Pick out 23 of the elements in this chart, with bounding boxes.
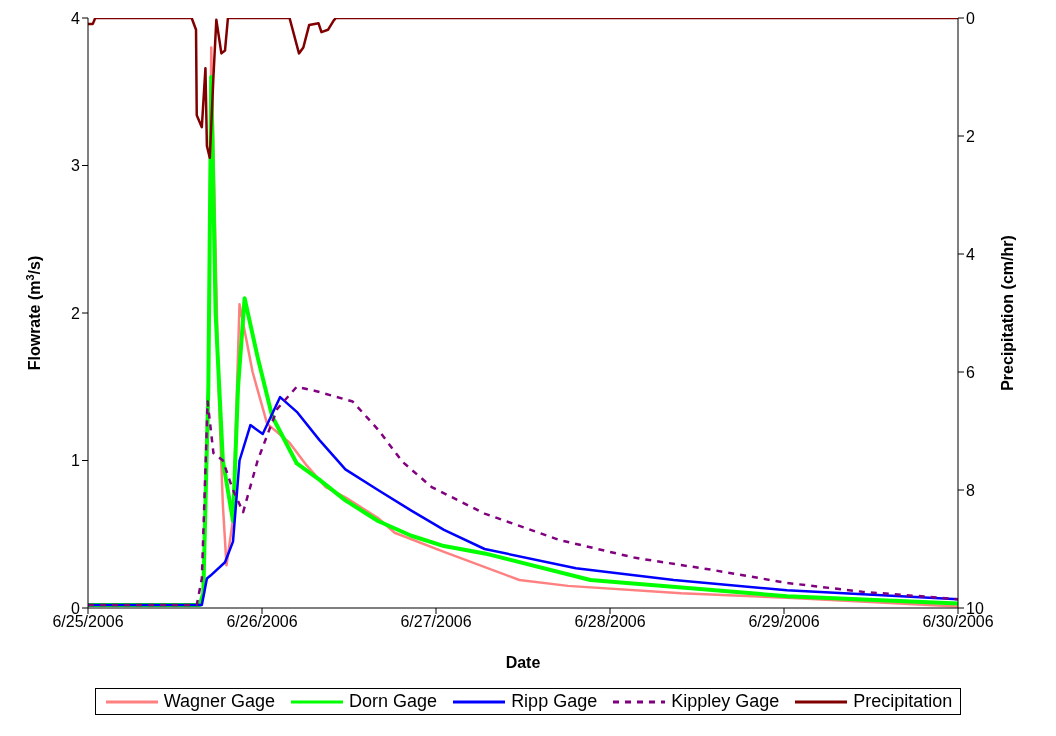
y2-tick-label: 0	[966, 9, 975, 27]
x-tick-label: 6/29/2006	[748, 613, 820, 631]
x-tick-label: 6/27/2006	[400, 613, 472, 631]
y2-tick-label: 8	[966, 481, 975, 499]
legend-label: Wagner Gage	[163, 691, 276, 712]
legend-label: Dorn Gage	[349, 691, 438, 712]
y-tick-label: 3	[71, 157, 81, 175]
y-tick-label: 2	[71, 304, 81, 322]
x-tick-label: 6/26/2006	[226, 613, 298, 631]
line-series	[88, 18, 958, 160]
legend-label: Kippley Gage	[671, 691, 780, 712]
x-axis-title: Date	[505, 654, 541, 671]
x-tick-label: 6/28/2006	[574, 613, 646, 631]
legend-label: Precipitation	[853, 691, 953, 712]
y2-tick-label: 6	[966, 363, 975, 381]
legend-label: Ripp Gage	[511, 691, 598, 712]
y-tick-label: 1	[71, 452, 81, 470]
y2-tick-label: 2	[966, 127, 975, 145]
x-tick-label: 6/25/2006	[52, 613, 124, 631]
y-tick-label: 4	[71, 9, 81, 27]
y2-tick-label: 4	[966, 245, 975, 263]
x-tick-label: 6/30/2006	[922, 613, 994, 631]
y2-axis-title: Precipitation (cm/hr)	[999, 235, 1016, 391]
